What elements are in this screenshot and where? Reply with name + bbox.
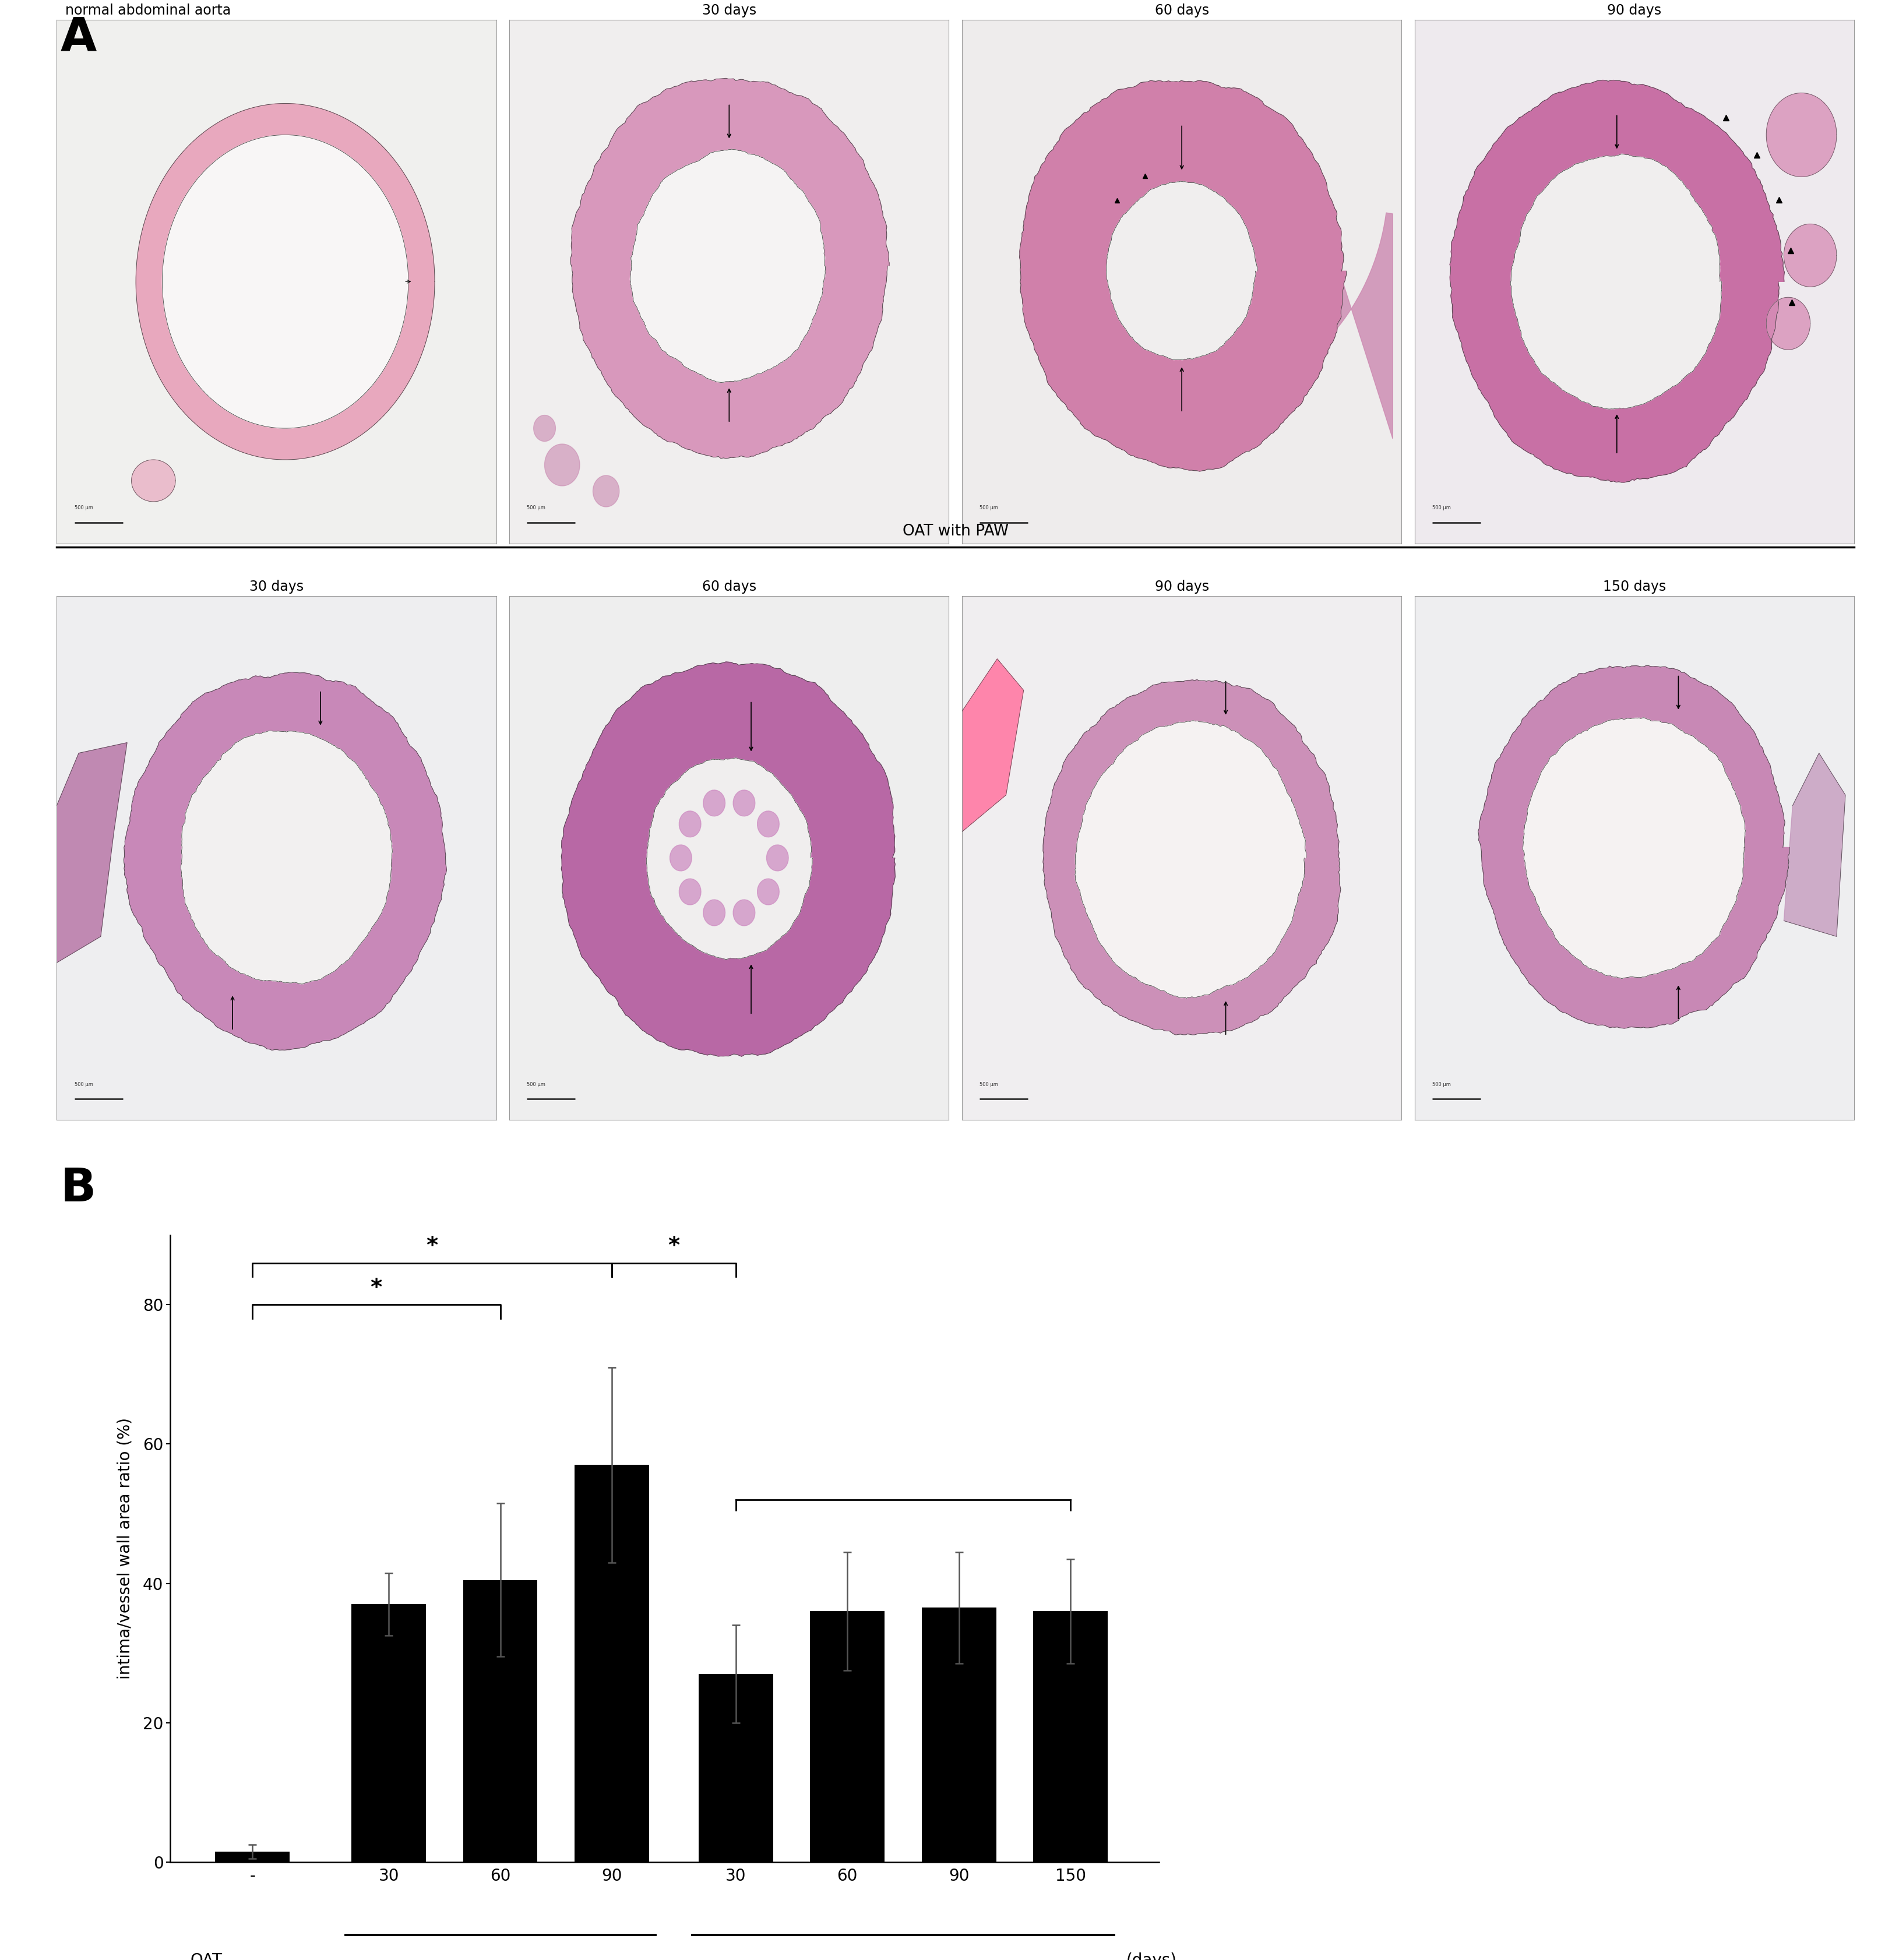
Text: 500 μm: 500 μm: [528, 1082, 545, 1088]
Polygon shape: [670, 845, 692, 870]
Polygon shape: [57, 743, 127, 962]
Polygon shape: [534, 416, 556, 441]
Polygon shape: [136, 104, 435, 461]
Polygon shape: [1767, 92, 1837, 176]
Bar: [575, 1464, 649, 1862]
Polygon shape: [123, 672, 447, 1051]
Text: OAT: OAT: [191, 1952, 223, 1960]
Text: 500 μm: 500 μm: [1432, 506, 1451, 512]
Bar: [352, 1603, 426, 1862]
Text: 500 μm: 500 μm: [1432, 1082, 1451, 1088]
Polygon shape: [1294, 131, 1393, 439]
Bar: [698, 1674, 774, 1862]
Text: *: *: [371, 1278, 382, 1299]
Polygon shape: [562, 662, 895, 1056]
Polygon shape: [679, 811, 702, 837]
Bar: [921, 1607, 997, 1862]
Bar: [1033, 1611, 1107, 1862]
Polygon shape: [1523, 717, 1746, 978]
Bar: [810, 1611, 885, 1862]
Polygon shape: [734, 900, 755, 925]
Polygon shape: [1042, 680, 1341, 1035]
Bar: [464, 1580, 537, 1862]
Title: 90 days: 90 days: [1608, 4, 1661, 18]
Title: 30 days: 30 days: [702, 4, 757, 18]
Polygon shape: [1020, 80, 1347, 470]
Polygon shape: [757, 811, 780, 837]
Polygon shape: [131, 461, 176, 502]
Y-axis label: intima/vessel wall area ratio (%): intima/vessel wall area ratio (%): [117, 1417, 132, 1680]
Polygon shape: [1449, 80, 1784, 482]
Polygon shape: [545, 445, 579, 486]
Polygon shape: [766, 845, 789, 870]
Text: *: *: [668, 1235, 679, 1256]
Polygon shape: [1510, 155, 1722, 410]
Polygon shape: [163, 135, 409, 429]
Title: 150 days: 150 days: [1603, 580, 1667, 594]
Text: 500 μm: 500 μm: [980, 1082, 999, 1088]
Polygon shape: [1767, 298, 1811, 349]
Title: 30 days: 30 days: [250, 580, 303, 594]
Polygon shape: [679, 878, 702, 906]
Polygon shape: [630, 149, 825, 382]
Text: B: B: [61, 1166, 96, 1211]
Title: 60 days: 60 days: [1154, 4, 1209, 18]
Bar: [216, 1852, 289, 1862]
Text: A: A: [61, 16, 96, 61]
Polygon shape: [1107, 180, 1258, 361]
Polygon shape: [1784, 753, 1845, 937]
Polygon shape: [180, 731, 392, 984]
Polygon shape: [1784, 223, 1837, 286]
Polygon shape: [647, 759, 814, 958]
Text: OAT with PAW: OAT with PAW: [902, 523, 1008, 539]
Polygon shape: [571, 78, 889, 459]
Polygon shape: [592, 476, 619, 508]
Polygon shape: [734, 790, 755, 815]
Title: 90 days: 90 days: [1154, 580, 1209, 594]
Text: 500 μm: 500 μm: [980, 506, 999, 512]
Text: normal abdominal aorta: normal abdominal aorta: [66, 4, 231, 18]
Polygon shape: [704, 900, 725, 925]
Polygon shape: [961, 659, 1024, 831]
Text: *: *: [426, 1235, 439, 1256]
Text: 500 μm: 500 μm: [74, 506, 93, 512]
Polygon shape: [1478, 666, 1790, 1029]
Text: (days): (days): [1126, 1952, 1177, 1960]
Text: 500 μm: 500 μm: [74, 1082, 93, 1088]
Title: 60 days: 60 days: [702, 580, 757, 594]
Polygon shape: [1075, 721, 1305, 998]
Polygon shape: [704, 790, 725, 815]
Polygon shape: [757, 878, 780, 906]
Text: 500 μm: 500 μm: [528, 506, 545, 512]
